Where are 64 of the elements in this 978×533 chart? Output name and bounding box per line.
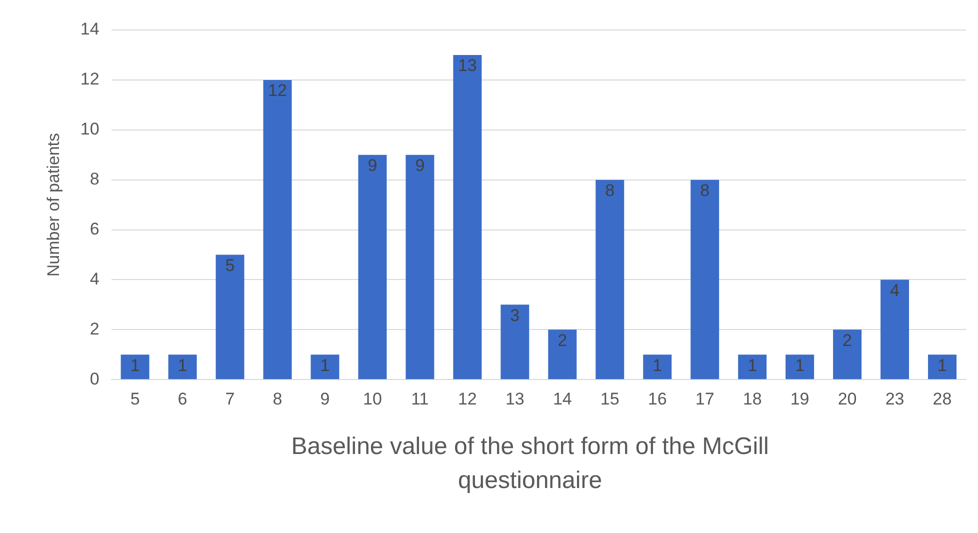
x-tick-label: 14 — [552, 389, 572, 408]
x-tick-label: 6 — [178, 389, 188, 408]
bar — [738, 354, 767, 380]
y-tick-label: 8 — [90, 170, 100, 189]
x-tick-label: 10 — [363, 389, 382, 408]
bar — [690, 180, 720, 380]
bar — [500, 304, 530, 380]
x-tick-label: 16 — [648, 389, 667, 408]
bar — [216, 254, 244, 380]
bar — [596, 180, 624, 380]
bar — [310, 354, 340, 380]
bar — [928, 354, 957, 380]
bar — [453, 54, 482, 380]
data-label: 2 — [842, 330, 852, 350]
data-label: 1 — [795, 356, 805, 375]
data-label: 13 — [458, 56, 477, 76]
data-label: 5 — [225, 256, 235, 275]
x-tick-label: 7 — [225, 389, 235, 408]
data-label: 8 — [700, 181, 710, 200]
x-tick-label: 17 — [695, 389, 714, 408]
data-label: 9 — [368, 156, 378, 176]
x-tick-label: 28 — [932, 389, 952, 408]
y-tick-label: 6 — [90, 219, 100, 238]
bar — [406, 154, 434, 380]
data-label: 2 — [558, 330, 568, 350]
x-tick-label: 18 — [742, 389, 762, 408]
bar — [786, 354, 814, 380]
x-tick-label: 13 — [505, 389, 524, 408]
y-tick-label: 0 — [90, 369, 100, 388]
y-tick-label: 12 — [80, 70, 100, 89]
data-label: 1 — [178, 356, 188, 375]
x-tick-label: 11 — [411, 389, 429, 408]
x-tick-label: 19 — [790, 389, 810, 408]
x-tick-label: 8 — [272, 389, 282, 408]
data-label: 9 — [415, 156, 425, 176]
x-tick-label: 9 — [320, 389, 330, 408]
x-tick-label: 15 — [600, 389, 620, 408]
bar — [643, 354, 672, 380]
bar — [120, 354, 150, 380]
data-label: 4 — [890, 280, 900, 300]
y-tick-label: 14 — [80, 20, 100, 39]
data-label: 3 — [510, 306, 520, 325]
data-label: 1 — [748, 356, 758, 375]
data-label: 1 — [130, 356, 140, 375]
x-tick-label: 5 — [130, 389, 140, 408]
y-tick-label: 4 — [90, 269, 100, 288]
bar — [833, 330, 862, 380]
y-axis-title: Number of patients — [44, 132, 63, 277]
bar — [263, 80, 292, 380]
bar — [880, 280, 910, 380]
bar — [358, 154, 387, 380]
bar — [548, 330, 577, 380]
data-label: 1 — [652, 356, 662, 375]
x-tick-label: 20 — [838, 389, 857, 408]
x-tick-label: 12 — [458, 389, 477, 408]
data-label: 8 — [605, 181, 615, 200]
bar — [168, 354, 197, 380]
data-label: 1 — [938, 356, 947, 375]
y-tick-label: 2 — [90, 319, 100, 338]
x-tick-label: 23 — [885, 389, 904, 408]
x-axis-title: Baseline value of the short form of the McGill questionnaire — [290, 432, 770, 496]
y-tick-label: 10 — [80, 120, 100, 139]
data-label: 12 — [268, 81, 287, 100]
data-label: 1 — [320, 356, 330, 375]
